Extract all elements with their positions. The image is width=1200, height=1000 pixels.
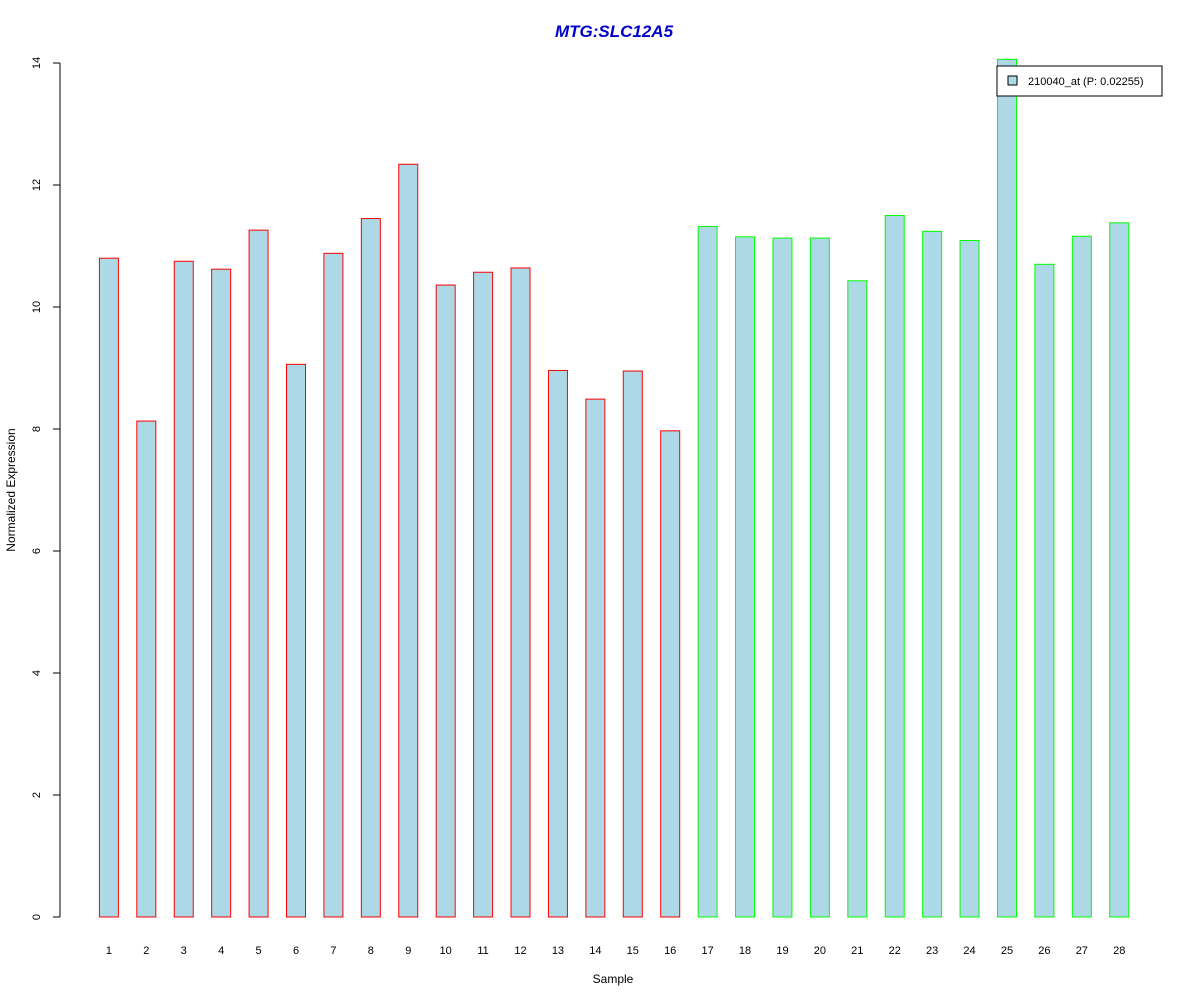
- x-tick-label: 8: [368, 945, 374, 957]
- y-tick-label: 12: [31, 179, 43, 191]
- x-tick-label: 14: [589, 945, 601, 957]
- bar-13: [547, 369, 568, 918]
- x-tick-label: 15: [627, 945, 639, 957]
- bar-8: [360, 218, 381, 918]
- x-tick-label: 27: [1076, 945, 1088, 957]
- x-tick-label: 7: [330, 945, 336, 957]
- bar-2: [136, 420, 157, 918]
- bar-18: [735, 236, 756, 918]
- legend-swatch: [1007, 75, 1018, 86]
- bars-group: [98, 58, 1130, 918]
- bar-4: [211, 268, 232, 918]
- x-axis-label: Sample: [593, 972, 634, 986]
- y-tick-label: 4: [31, 670, 43, 676]
- bar-27: [1071, 235, 1092, 918]
- y-axis-label: Normalized Expression: [4, 428, 18, 551]
- y-tick-label: 14: [31, 57, 43, 69]
- y-tick-label: 8: [31, 426, 43, 432]
- bar-14: [585, 398, 606, 918]
- x-tick-label: 4: [218, 945, 224, 957]
- y-tick-label: 10: [31, 301, 43, 313]
- x-tick-label: 19: [776, 945, 788, 957]
- bar-15: [622, 370, 643, 918]
- x-tick-label: 23: [926, 945, 938, 957]
- bar-16: [660, 430, 681, 918]
- bar-20: [809, 237, 830, 918]
- y-axis: 0 2 4 6 8 10 12 14: [31, 57, 61, 920]
- x-tick-label: 24: [963, 945, 975, 957]
- bar-3: [173, 260, 194, 918]
- x-tick-label: 6: [293, 945, 299, 957]
- bar-19: [772, 237, 793, 918]
- bar-10: [435, 284, 456, 918]
- bar-21: [847, 280, 868, 918]
- y-tick-label: 2: [31, 792, 43, 798]
- x-tick-label: 3: [181, 945, 187, 957]
- x-tick-label: 11: [477, 945, 488, 957]
- x-tick-label: 28: [1113, 945, 1125, 957]
- x-tick-label: 13: [552, 945, 564, 957]
- bar-28: [1109, 222, 1130, 918]
- bar-7: [323, 252, 344, 918]
- chart-title: MTG:SLC12A5: [555, 22, 674, 41]
- bar-11: [473, 271, 494, 918]
- x-tick-label: 25: [1001, 945, 1013, 957]
- legend: 210040_at (P: 0.02255): [996, 65, 1163, 97]
- bar-23: [922, 230, 943, 918]
- bar-26: [1034, 263, 1055, 918]
- x-tick-label: 5: [256, 945, 262, 957]
- x-tick-label: 2: [143, 945, 149, 957]
- bar-1: [98, 257, 119, 918]
- x-tick-label: 9: [405, 945, 411, 957]
- bar-24: [959, 240, 980, 918]
- bar-5: [248, 229, 269, 918]
- bar-22: [884, 215, 905, 918]
- x-tick-label: 17: [701, 945, 713, 957]
- x-tick-label: 1: [106, 945, 112, 957]
- x-tick-label: 26: [1038, 945, 1050, 957]
- legend-box: [996, 65, 1163, 97]
- x-tick-label: 18: [739, 945, 751, 957]
- bar-9: [398, 163, 419, 918]
- x-tick-label: 22: [889, 945, 901, 957]
- y-tick-label: 0: [31, 914, 43, 920]
- legend-label: 210040_at (P: 0.02255): [1028, 76, 1144, 88]
- x-tick-label: 21: [851, 945, 863, 957]
- x-tick-label: 20: [814, 945, 826, 957]
- bar-25: [996, 58, 1017, 918]
- bar-17: [697, 225, 718, 918]
- bar-6: [286, 363, 306, 918]
- x-tick-labels: 1 2 3 4 5 6 7 8 9 10 11 12 13 14 15 16 17 18 19 20 21 22 23 24 2…: [106, 945, 1126, 957]
- x-tick-label: 10: [440, 945, 452, 957]
- bar-12: [510, 267, 531, 918]
- x-tick-label: 12: [514, 945, 526, 957]
- x-tick-label: 16: [664, 945, 676, 957]
- y-tick-label: 6: [31, 548, 43, 554]
